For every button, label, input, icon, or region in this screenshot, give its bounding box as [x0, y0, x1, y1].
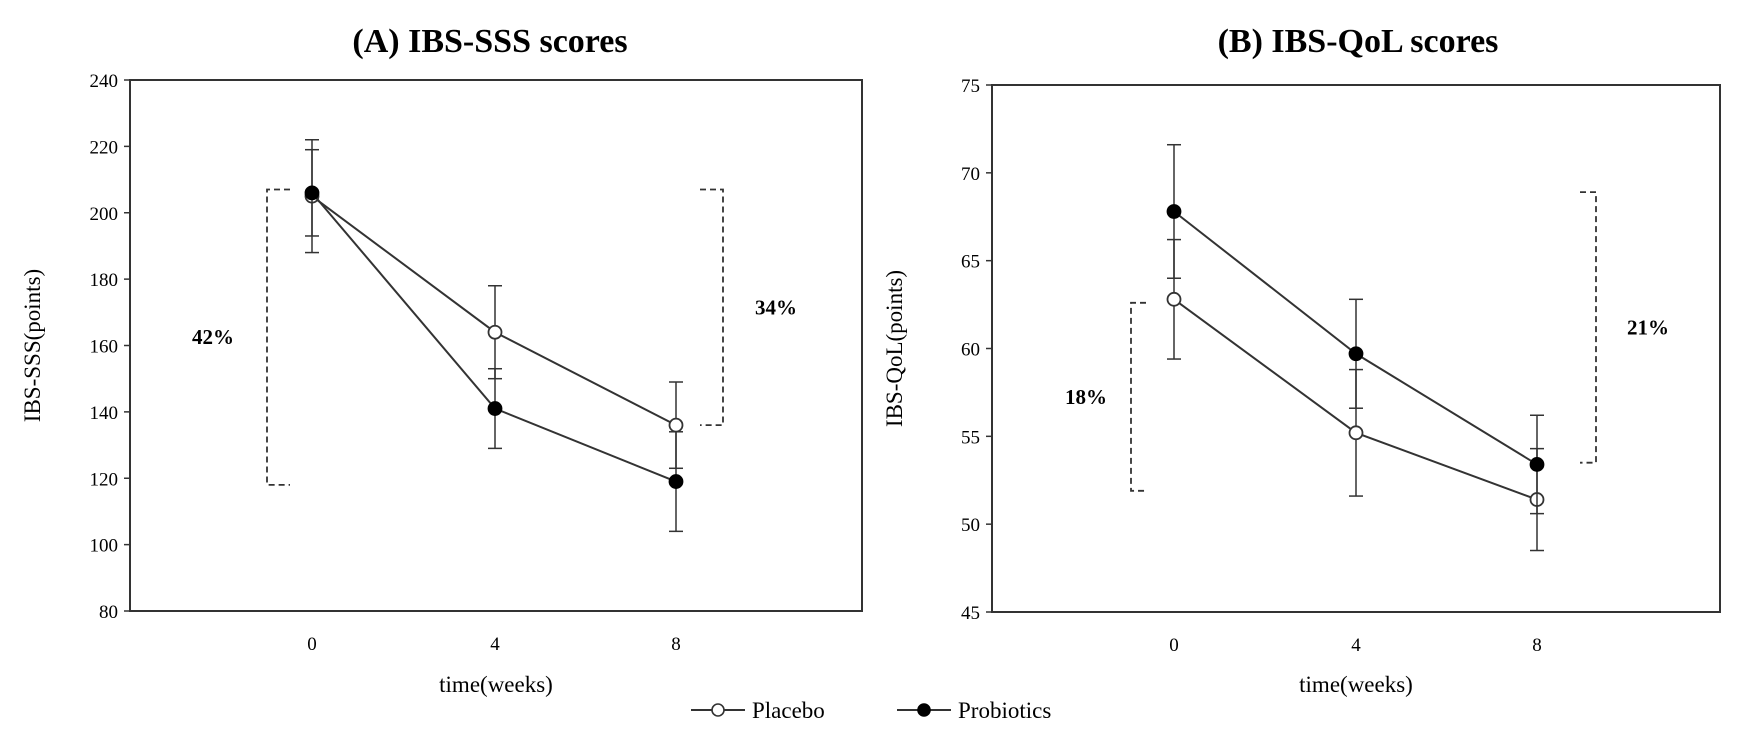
panel-b-y-tick-label: 70 [961, 164, 980, 185]
legend-placebo-label: Placebo [752, 698, 825, 723]
panel-b-y-tick-label: 75 [961, 76, 980, 97]
panel-b-x-axis-label: time(weeks) [1299, 672, 1413, 697]
panel-b-placebo-point [1348, 425, 1364, 441]
legend-probiotics-marker [917, 703, 931, 717]
panel-a-x-axis-label: time(weeks) [439, 672, 553, 697]
panel-a-percent-label-right: 34% [755, 295, 797, 319]
panel-a-percent-label-left: 42% [192, 325, 234, 349]
panel-a-probiotics-point [487, 401, 503, 416]
panel-b-x-tick-label: 4 [1351, 635, 1361, 656]
panel-a-placebo-point [487, 324, 503, 340]
panel-a-bracket-right [700, 188, 724, 427]
panel-a-y-tick-label: 240 [90, 71, 119, 92]
panel-a-y-tick-label: 160 [90, 337, 119, 358]
panel-b-x-tick-label: 8 [1532, 635, 1542, 656]
legend-probiotics-label: Probiotics [958, 698, 1051, 723]
panel-b-y-tick-label: 55 [961, 427, 980, 448]
panel-a-placebo-point [668, 417, 684, 433]
panel-b-probiotics-point [1348, 346, 1364, 362]
panel-b-percent-label-right: 21% [1627, 315, 1669, 339]
panel-a-y-axis-label: IBS-SSS(points) [20, 269, 45, 422]
panel-b-percent-label-left: 18% [1065, 385, 1107, 409]
panel-b-y-tick-label: 45 [961, 603, 980, 624]
panel-a-y-tick-label: 100 [90, 536, 119, 557]
panel-b-bracket-left [1130, 301, 1146, 492]
panel-a-title: (A) IBS-SSS scores [352, 23, 627, 60]
panel-a-y-tick-label: 120 [90, 469, 119, 490]
panel-a: (A) IBS-SSS scores8010012014016018020022… [20, 23, 863, 697]
panel-b-bracket-right [1580, 191, 1597, 464]
panel-a-x-tick-label: 8 [671, 634, 681, 655]
panel-b-x-tick-label: 0 [1169, 635, 1179, 656]
legend: Placebo Probiotics [691, 698, 1051, 723]
panel-a-probiotics-point [304, 185, 320, 201]
panel-a-y-tick-label: 180 [90, 270, 119, 291]
panel-a-bracket-left [266, 188, 290, 486]
panel-a-probiotics-point [668, 474, 684, 489]
panel-b-probiotics-point [1529, 457, 1545, 472]
legend-placebo-marker [711, 703, 725, 717]
panel-b-y-tick-label: 50 [961, 515, 980, 536]
panel-b-y-tick-label: 65 [961, 252, 980, 273]
panel-b-y-tick-label: 60 [961, 340, 980, 361]
panel-b-y-axis-label: IBS-QoL(points) [882, 270, 907, 427]
panel-b-title: (B) IBS-QoL scores [1218, 23, 1499, 60]
panel-a-x-tick-label: 4 [490, 634, 500, 655]
panel-b-probiotics-point [1166, 204, 1182, 219]
panel-a-y-tick-label: 140 [90, 403, 119, 424]
panel-a-y-tick-label: 80 [99, 602, 118, 623]
panel-a-y-tick-label: 200 [90, 204, 119, 225]
panel-a-y-tick-label: 220 [90, 137, 119, 158]
panel-a-x-tick-label: 0 [307, 634, 317, 655]
panel-b-placebo-point [1166, 291, 1182, 307]
panel-b: (B) IBS-QoL scores 45 50 55 60 65 70 75 0 4 8 time(… [882, 23, 1721, 697]
